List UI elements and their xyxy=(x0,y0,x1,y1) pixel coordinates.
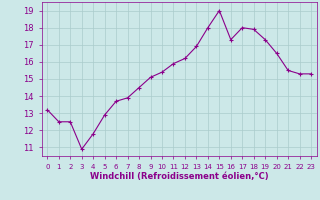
X-axis label: Windchill (Refroidissement éolien,°C): Windchill (Refroidissement éolien,°C) xyxy=(90,172,268,181)
